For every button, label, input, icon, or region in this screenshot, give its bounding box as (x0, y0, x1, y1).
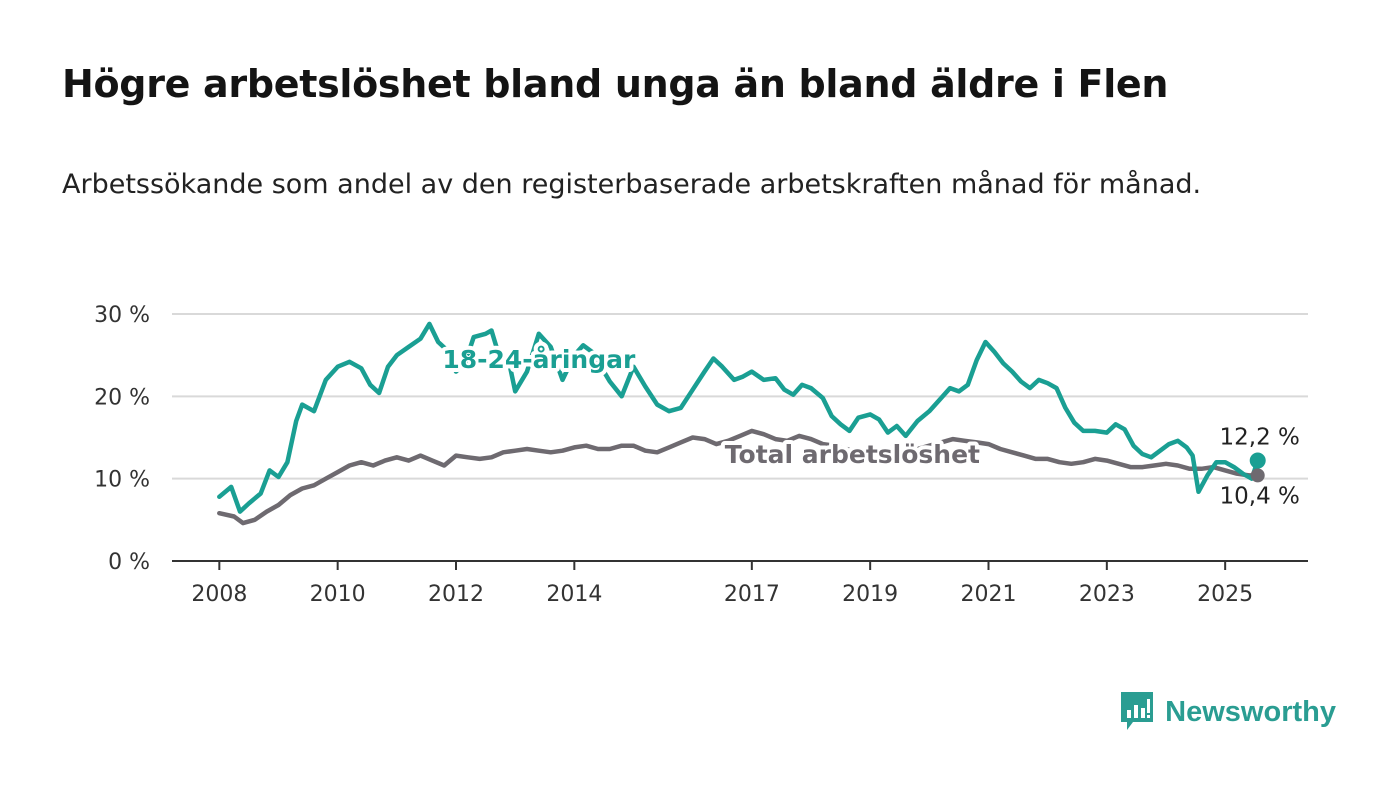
x-tick-label: 2021 (961, 582, 1017, 607)
end-label-youth: 12,2 % (1220, 425, 1300, 451)
gridlines (172, 313, 1308, 480)
y-tick-label: 10 % (94, 468, 150, 493)
series-lines (217, 321, 1260, 526)
x-tick-label: 2023 (1079, 582, 1135, 607)
x-tick-label: 2008 (191, 582, 247, 607)
y-tick-label: 0 % (108, 550, 150, 575)
y-tick-label: 30 % (94, 303, 150, 328)
newsworthy-logo: Newsworthy (1119, 690, 1336, 734)
x-tick-label: 2019 (842, 582, 898, 607)
x-tick-label: 2012 (428, 582, 484, 607)
end-point-total (1250, 468, 1265, 483)
x-tick-label: 2010 (310, 582, 366, 607)
axes: 0 % 10 % 20 % 30 % 2008 2010 2012 2014 2017 2019 2… (94, 303, 1308, 607)
end-point-youth (1249, 452, 1266, 469)
series-labels: 12,2 % 10,4 % 18-24-åringar Total arbetslös… (438, 341, 1300, 509)
chart-subtitle: Arbetssökande som andel av den registerb… (62, 169, 1202, 200)
series-line-youth (217, 321, 1260, 514)
x-tick-label: 2017 (724, 582, 780, 607)
bar-chart-speech-bubble-icon (1121, 692, 1154, 730)
series-line-total (217, 428, 1260, 526)
chart-title: Högre arbetslöshet bland unga än bland ä… (62, 62, 1169, 106)
end-label-total: 10,4 % (1220, 483, 1300, 509)
x-tick-label: 2025 (1197, 582, 1253, 607)
series-label-youth: 18-24-åringar (442, 345, 636, 374)
y-tick-label: 20 % (94, 385, 150, 410)
series-label-total: Total arbetslöshet (725, 440, 980, 469)
brand-name: Newsworthy (1165, 695, 1336, 728)
x-tick-label: 2014 (546, 582, 602, 607)
